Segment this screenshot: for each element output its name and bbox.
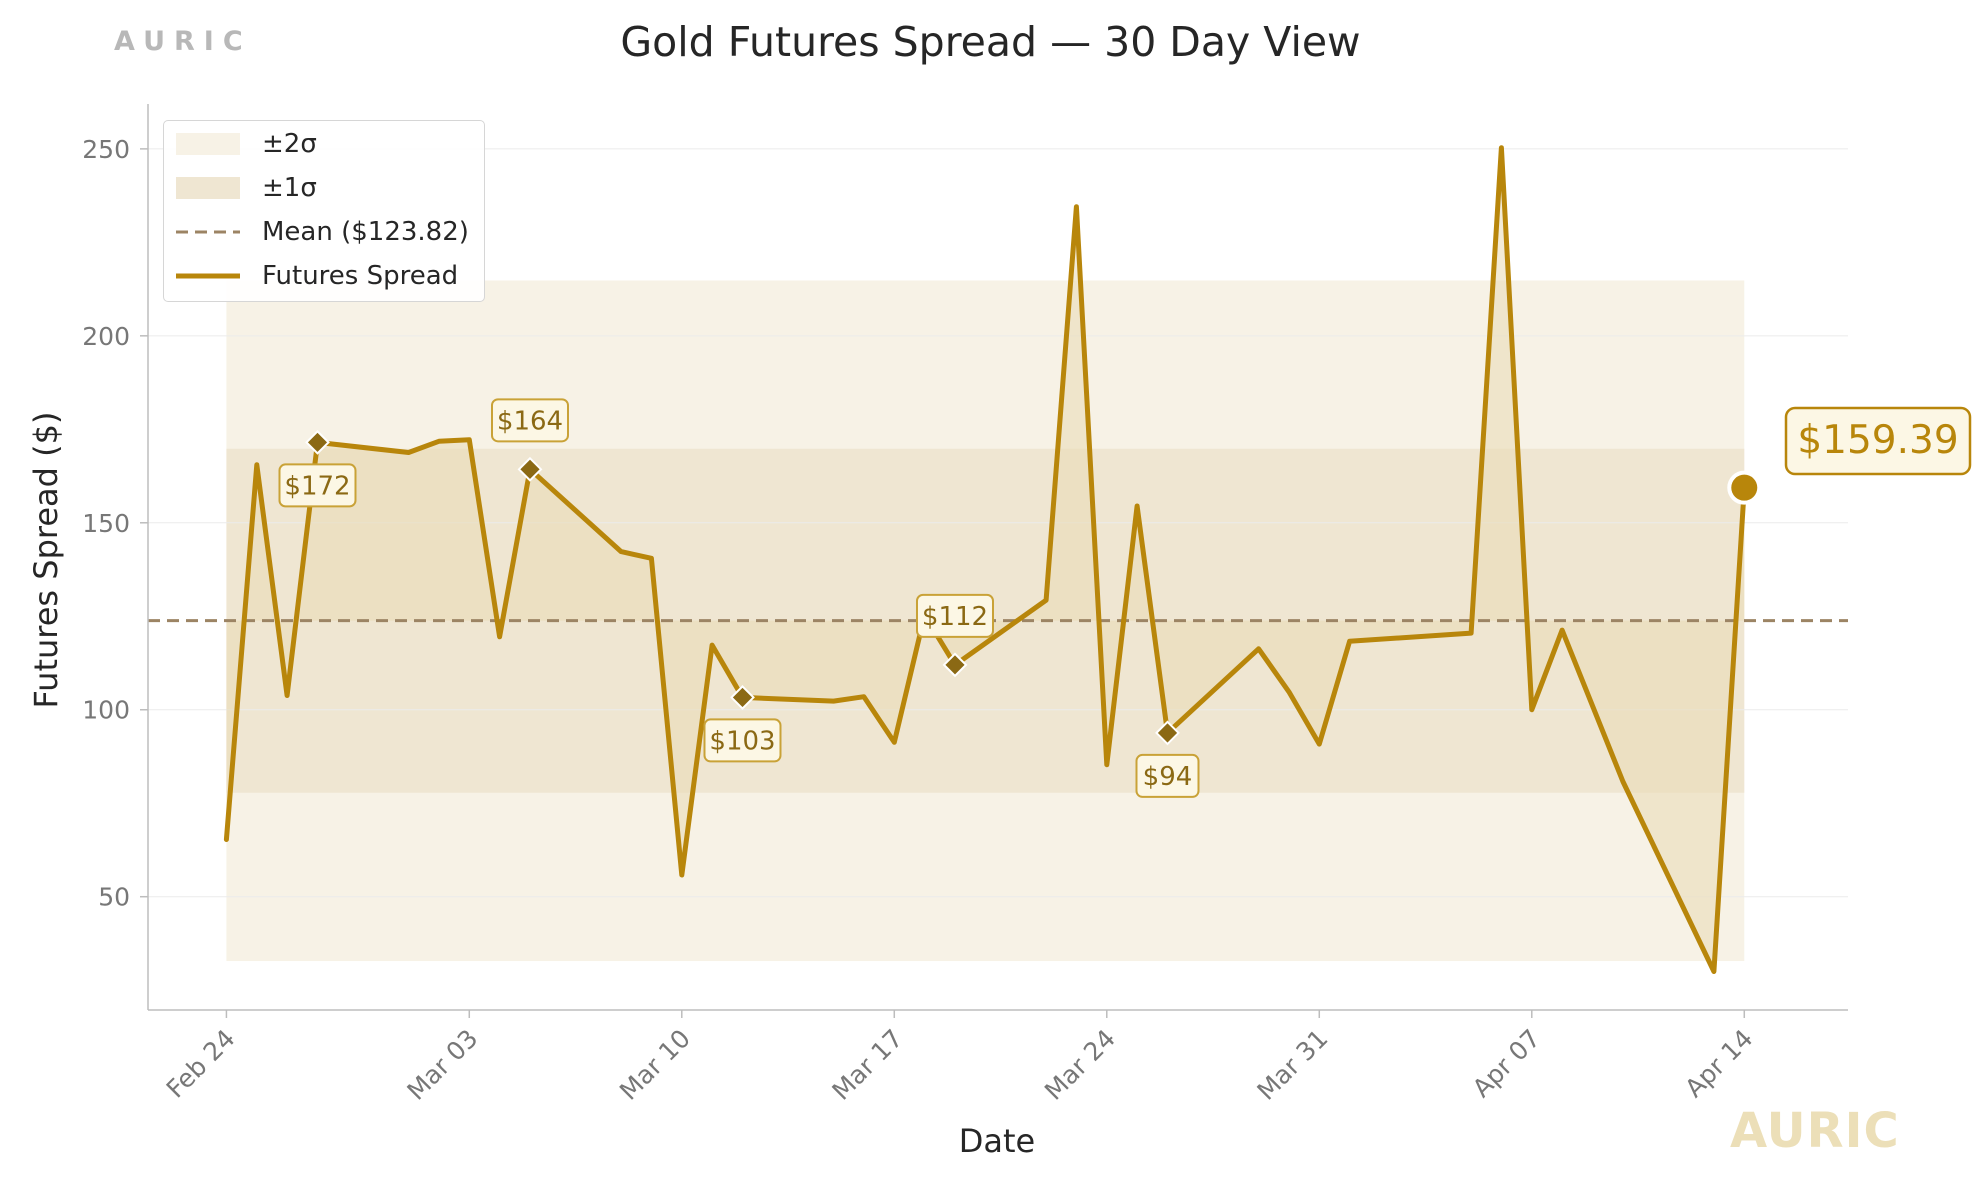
last-value-marker (1727, 470, 1762, 505)
annotation-label-1: $172 (284, 471, 350, 501)
y-tick-label-100: 100 (82, 696, 130, 725)
x-tick-label-4: Mar 17 (827, 1024, 909, 1106)
annotation-box-1 (278, 463, 357, 508)
last-value-label: $159.39 (1797, 418, 1958, 463)
x-axis-label: Date (958, 1122, 1036, 1160)
y-tick-label-250: 250 (82, 135, 130, 164)
annotation-label-2: $164 (497, 406, 563, 436)
annotation-label-4: $112 (922, 602, 988, 632)
x-tick-labels: Feb 24 Mar 03 Mar 10 Mar 17 Mar 24 Mar 31 Apr … (161, 1010, 1759, 1106)
y-tick-label-50: 50 (98, 883, 130, 912)
annotation-box-3 (703, 718, 782, 763)
legend-item-mean: Mean ($123.82) (176, 214, 469, 250)
annotation-marker-2 (517, 456, 543, 482)
annotation-box-4 (915, 593, 994, 638)
legend-item-1sigma: ±1σ (176, 170, 317, 206)
brand-watermark-bottom: AURIC (1730, 1103, 1900, 1159)
legend-swatch-1sigma (176, 177, 240, 199)
x-tick-label-8: Apr 14 (1679, 1024, 1758, 1103)
legend-label-1sigma: ±1σ (262, 173, 317, 203)
legend-swatch-2sigma (176, 133, 240, 155)
x-tick-label-7: Apr 07 (1467, 1024, 1546, 1103)
x-tick-label-6: Mar 31 (1252, 1024, 1334, 1106)
mean-fill-area (226, 147, 1745, 972)
y-tick-label-200: 200 (82, 322, 130, 351)
legend-item-series: Futures Spread (176, 258, 458, 294)
annotation-box-2 (490, 398, 569, 443)
x-tick-label-3: Mar 10 (614, 1024, 696, 1106)
legend: ±2σ ±1σ Mean ($123.82) Futures Spread (163, 120, 485, 302)
x-tick-label-2: Mar 03 (402, 1024, 484, 1106)
last-value-group: $159.39 (1727, 406, 1972, 505)
legend-swatch-series (176, 273, 240, 279)
annotation-marker-4 (942, 652, 968, 678)
legend-swatch-mean (176, 230, 240, 234)
axes (147, 104, 1848, 1011)
y-tick-label-150: 150 (82, 509, 130, 538)
annotation-callouts: $172 $164 $103 $112 $94 (278, 398, 1200, 798)
annotation-marker-1 (305, 429, 330, 455)
x-tick-label-5: Mar 24 (1039, 1024, 1121, 1106)
legend-label-mean: Mean ($123.82) (262, 217, 469, 247)
annotation-box-5 (1135, 753, 1200, 798)
x-tick-label-1: Feb 24 (161, 1024, 241, 1104)
fill-area (226, 147, 1745, 972)
legend-item-2sigma: ±2σ (176, 126, 317, 162)
annotation-label-5: $94 (1143, 762, 1193, 792)
legend-label-series: Futures Spread (262, 261, 459, 291)
legend-label-2sigma: ±2σ (262, 129, 317, 159)
y-tick-labels: 50 100 150 200 250 (82, 135, 148, 912)
annotation-label-3: $103 (709, 726, 775, 756)
last-value-box (1784, 406, 1972, 476)
y-axis-label: Futures Spread ($) (27, 411, 65, 709)
annotation-marker-5 (1155, 720, 1180, 746)
annotation-markers (305, 429, 1180, 746)
annotation-marker-3 (730, 684, 755, 710)
chart-title: Gold Futures Spread — 30 Day View (620, 18, 1361, 66)
brand-watermark-top: AURIC (114, 26, 252, 57)
